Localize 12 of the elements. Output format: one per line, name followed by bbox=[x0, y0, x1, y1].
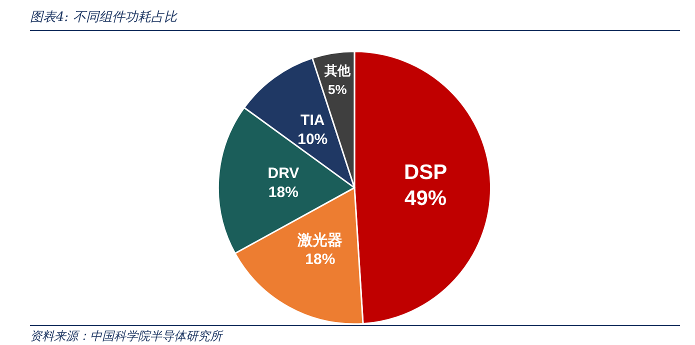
slice-label: DRV bbox=[268, 165, 300, 182]
text: 资料来源：中国科学院半导体研究所 bbox=[30, 329, 222, 343]
data-label: 5% bbox=[328, 82, 348, 98]
text: 图表4: 不同组件功耗占比 bbox=[30, 8, 680, 31]
slice-label: 激光器 bbox=[296, 232, 343, 250]
data-label: 49% bbox=[404, 186, 447, 210]
data-label: 10% bbox=[298, 131, 328, 148]
slice-label: TIA bbox=[300, 112, 325, 130]
data-label: 18% bbox=[268, 184, 298, 202]
slice-label: 其他 bbox=[323, 63, 352, 78]
data-label: 18% bbox=[305, 251, 336, 268]
slice-label: DSP bbox=[404, 160, 448, 184]
